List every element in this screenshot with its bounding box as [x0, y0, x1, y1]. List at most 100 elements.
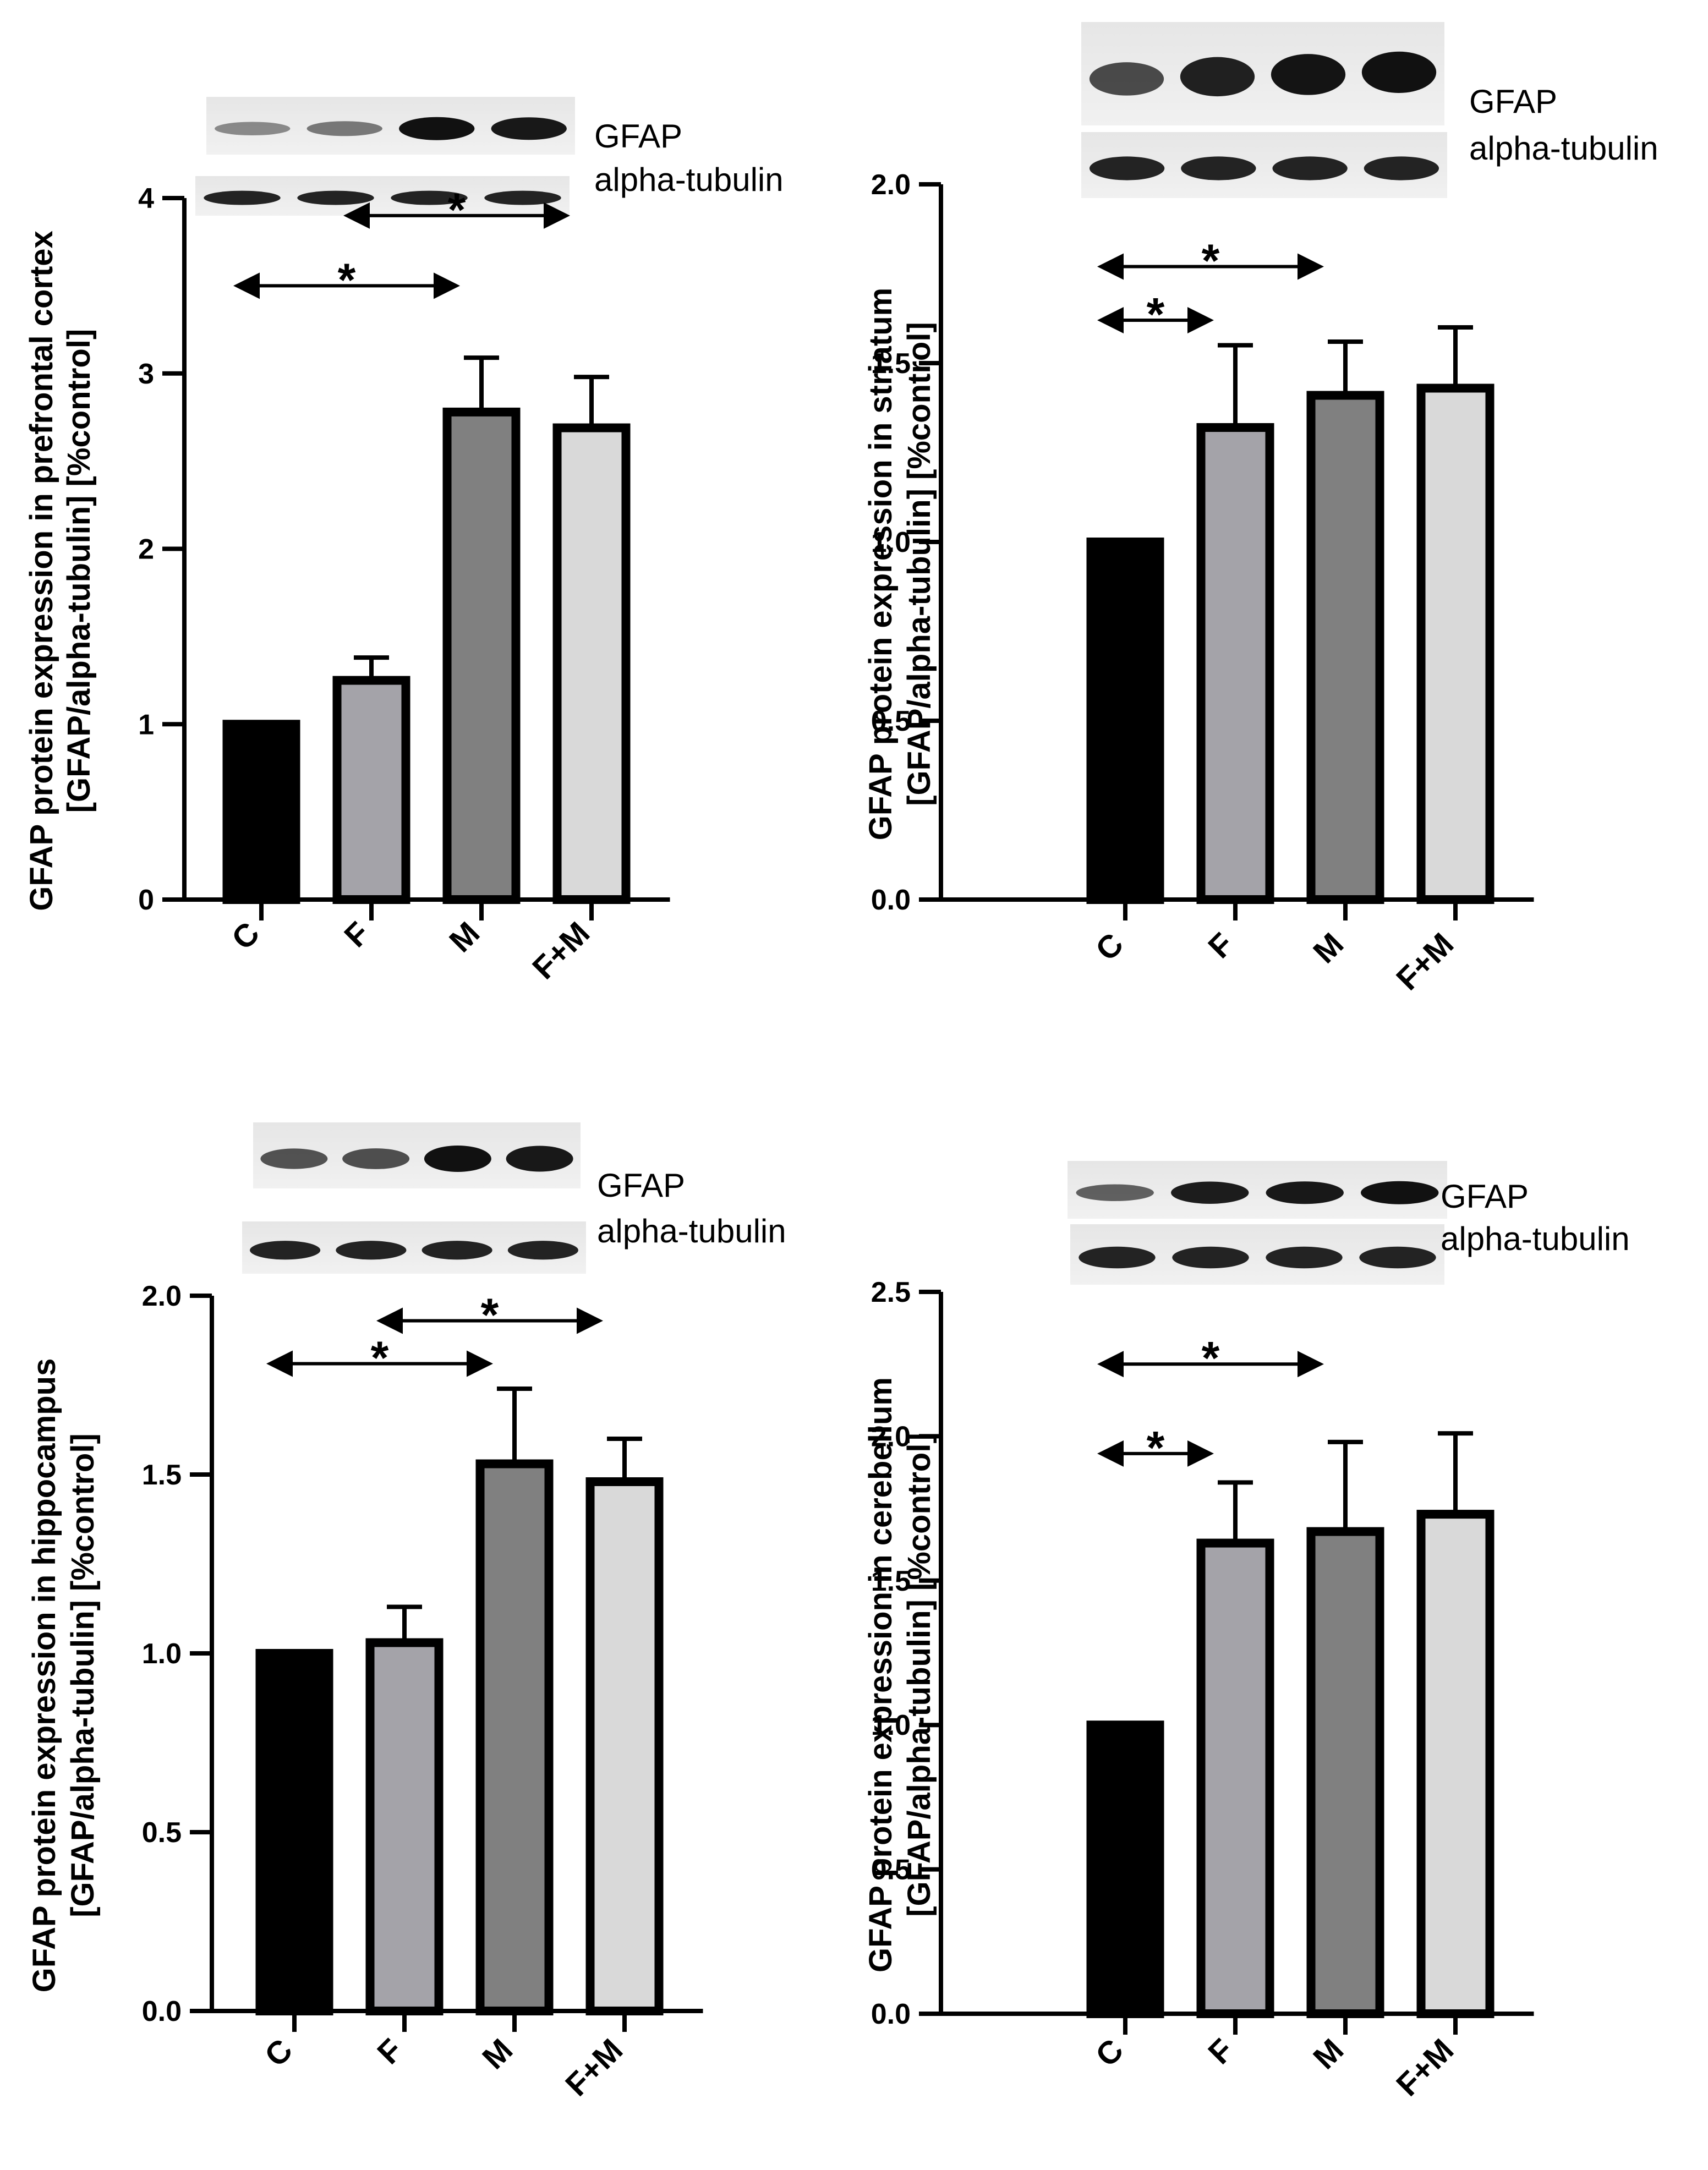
- tubulin-blot-band: [1089, 156, 1165, 180]
- tubulin-blot-band: [297, 190, 374, 205]
- gfap-blot-band: [1180, 57, 1255, 97]
- y-tick-label: 3: [138, 358, 154, 390]
- significance-star: *: [1147, 1422, 1165, 1473]
- gfap-blot-band: [506, 1146, 573, 1172]
- gfap-blot-band: [1266, 1181, 1344, 1204]
- bar-c: [1086, 538, 1164, 904]
- gfap-blot-band: [1089, 62, 1164, 96]
- gfap-blot-band: [491, 117, 567, 140]
- tubulin-blot-band: [204, 190, 281, 205]
- gfap-blot-band: [1361, 1181, 1439, 1204]
- significance-star: *: [448, 184, 466, 235]
- y-axis-label-line1: GFAP protein expression in prefrontal co…: [24, 231, 59, 911]
- bar-c: [255, 1649, 333, 2015]
- y-tick-label: 1.0: [871, 527, 911, 558]
- bar-f: [1196, 1538, 1274, 2018]
- y-axis-label-line1: GFAP protein expression in cerebellum: [863, 1377, 899, 1972]
- tubulin-blot-band: [1172, 1246, 1249, 1269]
- category-label: F+M: [1389, 926, 1460, 997]
- y-tick-label: 0.0: [142, 1996, 182, 2027]
- y-tick-label: 0: [138, 884, 154, 916]
- category-label: M: [475, 2032, 519, 2076]
- tubulin-blot-band: [336, 1241, 407, 1260]
- blot-label-gfap: GFAP: [597, 1167, 685, 1204]
- y-axis-label-line2: [GFAP/alpha-tubulin] [%control]: [901, 322, 937, 806]
- y-axis-label-line1: GFAP protein expression in striatum: [863, 288, 899, 841]
- tubulin-blot-band: [1079, 1246, 1156, 1269]
- y-tick-label: 1.5: [871, 348, 911, 380]
- gfap-blot-band: [1271, 54, 1346, 95]
- category-label: F+M: [1389, 2032, 1460, 2103]
- y-axis-label-line2: [GFAP/alpha-tubulin] [%control]: [61, 329, 97, 813]
- blot-label-alpha-tubulin: alpha-tubulin: [1441, 1220, 1630, 1257]
- tubulin-blot-band: [507, 1241, 578, 1260]
- category-label: F: [1201, 2032, 1240, 2071]
- tubulin-blot-band: [1364, 156, 1439, 180]
- significance-star: *: [1147, 288, 1165, 340]
- bar-m: [1306, 1527, 1384, 2018]
- bar-fplusm: [1416, 1510, 1495, 2018]
- category-label: M: [442, 915, 486, 959]
- y-tick-label: 0.5: [142, 1817, 182, 1849]
- blot-label-alpha-tubulin: alpha-tubulin: [1469, 130, 1658, 167]
- significance-star: *: [481, 1289, 499, 1341]
- gfap-blot-band: [215, 122, 291, 136]
- bar-m: [442, 407, 521, 904]
- tubulin-blot-band: [391, 190, 468, 205]
- gfap-blot-band: [306, 121, 382, 136]
- bar-f: [332, 676, 410, 904]
- gfap-blot-band: [1171, 1181, 1249, 1204]
- blot-label-alpha-tubulin: alpha-tubulin: [597, 1213, 786, 1250]
- gfap-blot-band: [399, 117, 475, 140]
- y-tick-label: 1: [138, 709, 154, 741]
- category-label: M: [1306, 926, 1350, 970]
- significance-star: *: [371, 1332, 389, 1384]
- category-label: C: [225, 915, 267, 957]
- tubulin-blot-band: [1359, 1246, 1436, 1269]
- category-label: C: [1089, 926, 1131, 968]
- category-label: F: [370, 2032, 409, 2071]
- gfap-blot-band: [260, 1148, 328, 1169]
- y-tick-label: 2: [138, 534, 154, 566]
- y-tick-label: 1.0: [142, 1638, 182, 1670]
- gfap-blot-band: [1361, 51, 1437, 93]
- tubulin-blot-band: [484, 190, 561, 205]
- tubulin-blot-band: [250, 1241, 321, 1260]
- y-tick-label: 4: [138, 183, 154, 215]
- bar-c: [222, 720, 300, 904]
- significance-star: *: [338, 254, 356, 305]
- chart-panel-4: GFAP alpha-tubulin 0.0 0.5 1.0 1.5 2.0 2.5 C F M F+…: [863, 1161, 1630, 2103]
- y-axis-label-line1: GFAP protein expression in hippocampus: [26, 1358, 62, 1993]
- bar-m: [1306, 391, 1384, 904]
- blot-label-gfap: GFAP: [1441, 1178, 1529, 1215]
- chart-panel-2: GFAP alpha-tubulin 0.0 0.5 1.0 1.5 2.0 C F M F+M * *…: [863, 22, 1658, 997]
- y-tick-label: 2.0: [142, 1280, 182, 1312]
- y-tick-label: 0.0: [871, 884, 911, 916]
- bar-c: [1086, 1720, 1164, 2018]
- y-tick-label: 1.5: [142, 1459, 182, 1491]
- category-label: F: [337, 915, 376, 954]
- chart-panel-1: GFAP alpha-tubulin 0 1 2 3 4 C F M F+M * * GFAP prote…: [24, 97, 784, 986]
- tubulin-blot-band: [1272, 156, 1348, 180]
- blot-label-gfap: GFAP: [594, 118, 682, 155]
- category-label: F+M: [525, 915, 596, 986]
- blot-label-alpha-tubulin: alpha-tubulin: [594, 161, 784, 198]
- bar-f: [365, 1638, 444, 2015]
- y-tick-label: 2.0: [871, 1421, 911, 1453]
- blot-label-gfap: GFAP: [1469, 83, 1557, 120]
- tubulin-blot-band: [1181, 156, 1256, 180]
- bar-m: [475, 1459, 554, 2015]
- y-tick-label: 2.5: [871, 1276, 911, 1308]
- gfap-blot-band: [342, 1148, 410, 1169]
- y-axis-label-line2: [GFAP/alpha-tubulin] [%control]: [65, 1433, 101, 1917]
- y-tick-label: 0.5: [871, 705, 911, 737]
- significance-star: *: [1202, 235, 1220, 287]
- category-label: F+M: [559, 2032, 629, 2103]
- y-axis-label-line2: [GFAP/alpha-tubulin] [%control]: [901, 1433, 937, 1917]
- bar-fplusm: [552, 423, 631, 904]
- y-tick-label: 0.0: [871, 1998, 911, 2030]
- gfap-blot-band: [1076, 1184, 1154, 1201]
- tubulin-blot-band: [421, 1241, 492, 1260]
- y-tick-label: 1.0: [871, 1709, 911, 1741]
